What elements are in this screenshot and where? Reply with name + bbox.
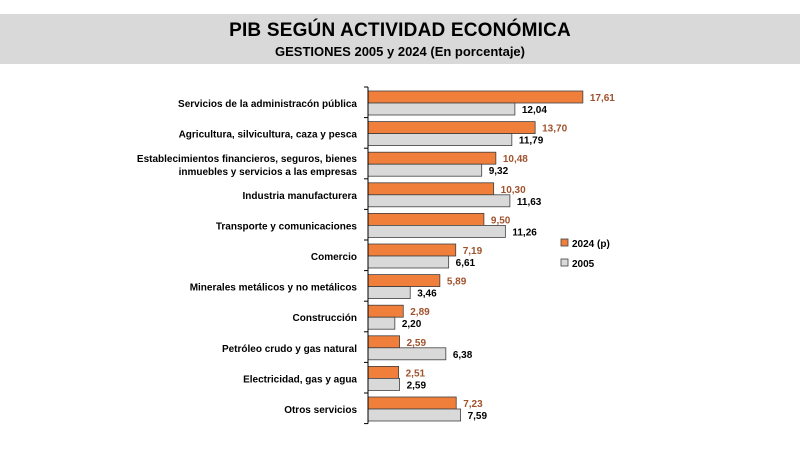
data-label: 6,38	[453, 350, 473, 361]
data-label: 2,59	[407, 380, 427, 391]
category-label: inmuebles y servicios a las empresas	[179, 167, 358, 178]
category-label: Establecimientos financieros, seguros, b…	[137, 154, 358, 165]
category-label: Construcción	[293, 313, 357, 324]
bar-2024	[367, 151, 497, 165]
data-label: 17,61	[590, 93, 615, 104]
legend-swatch-2005	[560, 258, 569, 267]
data-label: 5,89	[447, 277, 467, 288]
data-label: 13,70	[542, 124, 567, 135]
bar-2024	[367, 396, 457, 410]
bar-2024	[367, 365, 400, 379]
chart-title: PIB SEGÚN ACTIVIDAD ECONÓMICA	[229, 20, 571, 41]
bar-2024	[367, 243, 457, 257]
data-label: 2,20	[402, 319, 422, 330]
category-label: Servicios de la administracón pública	[178, 99, 357, 110]
category-label: Comercio	[311, 252, 357, 263]
category-label: Transporte y comunicaciones	[216, 221, 358, 232]
data-label: 10,30	[501, 185, 526, 196]
bar-2024	[367, 90, 584, 104]
chart-subtitle: GESTIONES 2005 y 2024 (En porcentaje)	[275, 44, 525, 59]
category-label: Industria manufacturera	[243, 191, 358, 202]
category-label: Electricidad, gas y agua	[243, 374, 357, 385]
data-label: 10,48	[503, 154, 528, 165]
bar-2005	[367, 316, 396, 330]
legend-label: 2005	[572, 259, 595, 270]
title-band: PIB SEGÚN ACTIVIDAD ECONÓMICA GESTIONES …	[0, 14, 800, 64]
bar-2024	[367, 212, 485, 226]
data-label: 6,61	[456, 258, 476, 269]
bar-2005	[367, 286, 411, 300]
bar-2005	[367, 133, 513, 147]
bar-2024	[367, 274, 441, 288]
data-label: 7,23	[463, 399, 483, 410]
bar-2005	[367, 377, 400, 391]
data-label: 7,59	[468, 411, 488, 422]
bar-2024	[367, 304, 404, 318]
category-label: Petróleo crudo y gas natural	[222, 344, 357, 355]
bar-2005	[367, 255, 450, 269]
data-label: 3,46	[417, 289, 437, 300]
category-label: Otros servicios	[284, 405, 357, 416]
data-label: 11,63	[517, 197, 542, 208]
bar-2005	[367, 347, 447, 361]
bar-2005	[367, 102, 516, 116]
bar-2024	[367, 121, 536, 134]
data-label: 2,89	[410, 307, 430, 318]
bar-2005	[367, 194, 511, 208]
data-label: 2,51	[406, 368, 426, 379]
category-label: Minerales metálicos y no metálicos	[190, 283, 358, 294]
bar-2005	[367, 224, 506, 238]
data-label: 9,32	[489, 166, 509, 177]
data-label: 2,59	[407, 338, 427, 349]
data-label: 12,04	[522, 105, 547, 116]
legend-label: 2024 (p)	[572, 239, 610, 250]
bar-2024	[367, 335, 400, 349]
data-label: 11,79	[519, 136, 544, 147]
data-label: 11,26	[512, 227, 537, 238]
bar-2024	[367, 182, 495, 196]
bar-2005	[367, 163, 483, 177]
data-label: 7,19	[463, 246, 483, 257]
category-label: Agricultura, silvicultura, caza y pesca	[179, 130, 358, 141]
data-label: 9,50	[491, 215, 511, 226]
bar-2005	[367, 408, 461, 422]
legend-swatch-2024	[560, 238, 569, 247]
